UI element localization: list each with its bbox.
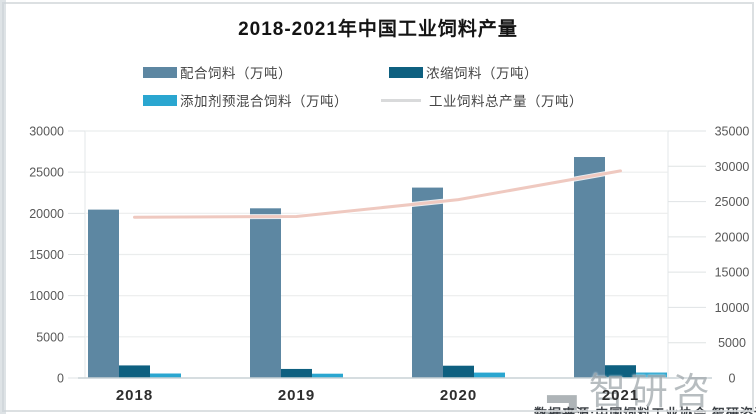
bar-series2-2020 (474, 372, 505, 378)
legend-item-total-output-line: 工业饲料总产量（万吨） (381, 90, 583, 110)
legend-swatch-premix-feed (143, 94, 177, 106)
left-axis-label: 20000 (29, 207, 64, 221)
left-axis-label: 0 (57, 372, 64, 386)
total-output-line (133, 169, 622, 219)
data-source-text: 数据来源:中国饲料工业协会 智研咨询整理 (534, 406, 756, 414)
legend-label-premix-feed: 添加剂预混合饲料（万吨） (180, 94, 348, 109)
photo-edge-strip (0, 0, 6, 414)
right-axis-label: 25000 (715, 195, 750, 209)
right-axis-label: 5000 (718, 336, 746, 350)
right-axis-label: 15000 (715, 266, 750, 280)
bar-series1-2020 (443, 365, 474, 378)
right-axis-label: 20000 (715, 230, 750, 244)
legend-swatch-compound-feed (143, 66, 177, 78)
right-axis-label: 0 (729, 372, 736, 386)
legend-item-concentrated-feed: 浓缩饲料（万吨） (389, 62, 538, 82)
bar-series2-2019 (312, 373, 343, 378)
left-axis-label: 10000 (29, 289, 64, 303)
left-axis-label: 15000 (29, 248, 64, 262)
bar-series1-2018 (119, 365, 150, 378)
legend-item-compound-feed: 配合饲料（万吨） (143, 62, 292, 82)
legend-label-compound-feed: 配合饲料（万吨） (180, 66, 292, 81)
right-axis-label: 10000 (715, 301, 750, 315)
bar-series1-2019 (281, 368, 312, 378)
zhiyan-logo-icon (540, 395, 577, 414)
legend-swatch-total-output-line (381, 98, 421, 102)
bar-series0-2020 (412, 187, 443, 378)
right-axis-label: 35000 (715, 125, 750, 139)
bar-series0-2021 (574, 157, 605, 378)
watermark-text: 智研咨询 (588, 371, 715, 412)
right-axis-label: 30000 (715, 160, 750, 174)
left-axis-label: 5000 (36, 330, 64, 344)
left-axis-label: 30000 (29, 125, 64, 139)
bar-series2-2018 (150, 373, 181, 378)
bar-series0-2018 (88, 209, 119, 378)
legend-item-premix-feed: 添加剂预混合饲料（万吨） (143, 90, 348, 110)
bar-series0-2019 (250, 208, 281, 378)
bar-series1-2021 (605, 365, 636, 378)
bar-series2-2021 (636, 372, 667, 378)
legend-swatch-concentrated-feed (389, 66, 423, 78)
legend-label-concentrated-feed: 浓缩饲料（万吨） (426, 66, 538, 81)
left-axis-label: 25000 (29, 166, 64, 180)
watermark: 智研咨询 (537, 361, 756, 414)
chart-title: 2018-2021年中国工业饲料产量 (238, 19, 518, 40)
legend-label-total-output-line: 工业饲料总产量（万吨） (429, 94, 583, 109)
